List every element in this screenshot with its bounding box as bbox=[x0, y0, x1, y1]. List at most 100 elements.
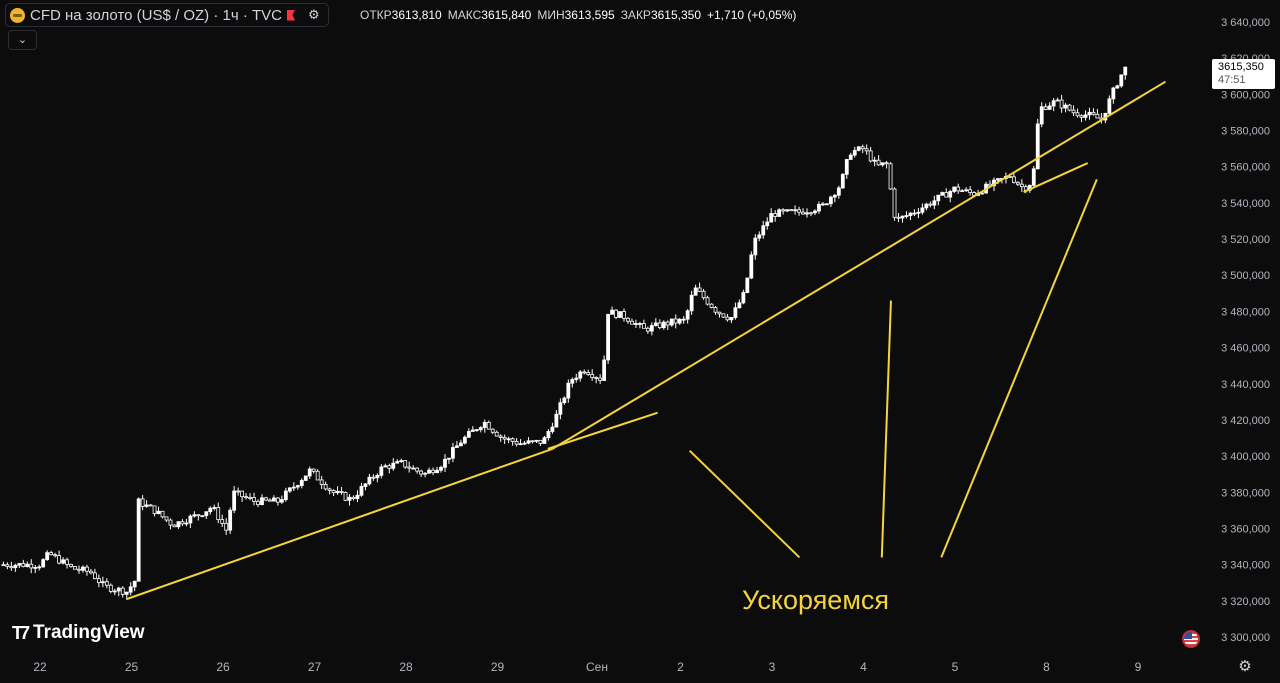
candle-body bbox=[395, 461, 400, 464]
candle-body bbox=[474, 429, 479, 432]
candle-body bbox=[339, 490, 344, 493]
candle-body bbox=[120, 587, 125, 595]
tradingview-logo[interactable]: T7 TradingView bbox=[12, 622, 145, 644]
symbol-selector[interactable]: CFD на золото (US$ / OZ) · 1ч · TVC ⚙ bbox=[5, 3, 329, 27]
candle-body bbox=[952, 186, 957, 192]
candle-body bbox=[1091, 111, 1096, 115]
candle-body bbox=[586, 372, 591, 375]
candle-body bbox=[49, 552, 54, 556]
candle-body bbox=[439, 466, 443, 471]
candle-body bbox=[29, 563, 34, 569]
settings-icon[interactable]: ⚙ bbox=[307, 7, 320, 22]
bar-countdown: 47:51 bbox=[1218, 74, 1246, 86]
candle-body bbox=[13, 564, 18, 569]
flag-icon[interactable] bbox=[286, 9, 295, 21]
candle-body bbox=[45, 552, 50, 561]
candle-body bbox=[1019, 183, 1024, 188]
candle-body bbox=[832, 194, 837, 198]
candle-body bbox=[1083, 114, 1088, 118]
candle-body bbox=[769, 213, 774, 223]
candle-body bbox=[1067, 104, 1072, 111]
candle-body bbox=[864, 148, 869, 152]
candle-body bbox=[582, 371, 587, 374]
candle-body bbox=[275, 497, 280, 503]
candle-body bbox=[89, 570, 93, 574]
candle-body bbox=[701, 290, 706, 299]
candle-body bbox=[661, 321, 666, 329]
candle-body bbox=[753, 237, 758, 256]
candle-body bbox=[817, 203, 821, 212]
candle-body bbox=[590, 374, 595, 378]
candle-body bbox=[415, 467, 420, 472]
candle-body bbox=[522, 442, 527, 445]
candle-body bbox=[852, 149, 857, 156]
candle-body bbox=[614, 309, 618, 318]
candle-body bbox=[307, 468, 312, 477]
candle-body bbox=[785, 209, 790, 212]
candle-body bbox=[912, 212, 917, 215]
candle-body bbox=[502, 437, 507, 440]
candle-body bbox=[208, 507, 213, 513]
candle-body bbox=[252, 497, 256, 502]
candle-body bbox=[37, 566, 42, 569]
candle-body bbox=[180, 521, 185, 525]
candle-body bbox=[236, 490, 241, 493]
candle-body bbox=[514, 441, 519, 445]
candle-body bbox=[9, 566, 14, 569]
candle-body bbox=[427, 469, 431, 474]
candle-body bbox=[888, 163, 893, 190]
candle-body bbox=[1055, 99, 1060, 102]
y-axis-tick-label: 3 440,000 bbox=[1221, 379, 1270, 391]
candle-body bbox=[1015, 181, 1020, 185]
candle-body bbox=[244, 496, 248, 499]
candle-body bbox=[164, 516, 169, 521]
candle-body bbox=[510, 438, 515, 442]
candle-body bbox=[268, 499, 272, 502]
chevron-down-icon: ⌄ bbox=[17, 34, 28, 46]
candle-body bbox=[220, 519, 225, 524]
collapse-legend-button[interactable]: ⌄ bbox=[8, 30, 37, 50]
candle-body bbox=[936, 194, 941, 202]
candle-body bbox=[172, 524, 177, 528]
candle-body bbox=[1079, 115, 1084, 118]
candle-body bbox=[653, 322, 658, 326]
candle-body bbox=[132, 580, 137, 588]
candle-body bbox=[291, 486, 296, 489]
candle-body bbox=[371, 476, 376, 479]
y-axis-tick-label: 3 540,000 bbox=[1221, 198, 1270, 210]
candle-body bbox=[1, 564, 6, 567]
tradingview-mark-icon: T7 bbox=[12, 622, 30, 643]
candle-body bbox=[848, 154, 853, 160]
change-value: +1,710 (+0,05%) bbox=[707, 8, 797, 22]
candle-body bbox=[940, 192, 945, 196]
candle-body bbox=[498, 435, 503, 438]
candle-body bbox=[1115, 85, 1120, 89]
y-axis-tick-label: 3 460,000 bbox=[1221, 343, 1270, 355]
candle-body bbox=[25, 563, 30, 567]
candle-body bbox=[948, 191, 953, 198]
annotation-pointer bbox=[880, 300, 892, 558]
candle-body bbox=[908, 212, 913, 216]
candle-body bbox=[626, 317, 630, 322]
low-value: 3613,595 bbox=[564, 8, 615, 22]
candle-body bbox=[677, 318, 682, 324]
gold-icon bbox=[10, 7, 25, 23]
candle-body bbox=[343, 492, 348, 501]
candle-body bbox=[81, 566, 85, 571]
candle-body bbox=[900, 215, 905, 219]
candle-body bbox=[144, 504, 149, 507]
candle-body bbox=[486, 421, 491, 430]
us-flag-icon[interactable] bbox=[1182, 630, 1200, 648]
candle-body bbox=[809, 212, 813, 215]
candle-body bbox=[697, 287, 702, 292]
candle-body bbox=[1111, 87, 1116, 100]
candle-body bbox=[1075, 112, 1080, 117]
candle-body bbox=[399, 460, 404, 462]
candle-body bbox=[435, 469, 439, 474]
chart-settings-icon[interactable]: ⚙ bbox=[1238, 658, 1252, 675]
candle-body bbox=[610, 309, 614, 315]
candle-body bbox=[367, 476, 372, 485]
candle-body bbox=[892, 188, 897, 218]
candle-body bbox=[757, 234, 762, 239]
